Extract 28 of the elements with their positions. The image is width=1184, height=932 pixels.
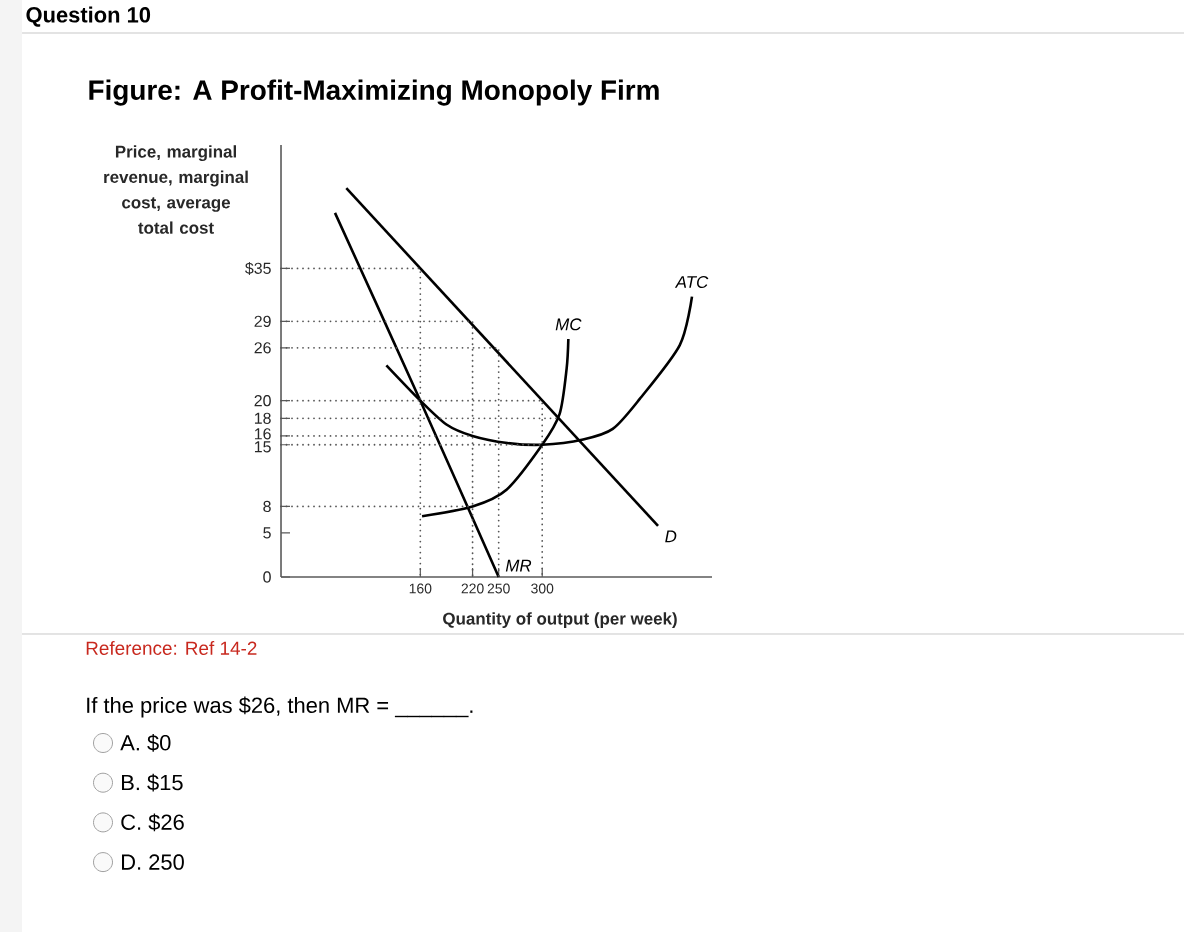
y-tick-label: 15	[254, 441, 271, 453]
y-tick-label: 26	[254, 342, 271, 354]
y-tick-label: 18	[254, 412, 271, 424]
y-tick-label: 16	[254, 428, 271, 440]
x-tick-label: 220	[461, 583, 484, 594]
y-tick-label: 0	[263, 571, 271, 583]
x-tick-label: 160	[409, 583, 432, 594]
y-tick-label: 20	[254, 395, 271, 407]
series-label: MC	[555, 318, 582, 331]
series-label: D	[665, 530, 677, 543]
text: D. 250	[122, 854, 184, 870]
chart-subtitle: Figure: A Profit-Maximizing Monopoly Firm	[89, 79, 659, 106]
text: Reference: Ref 14-2	[86, 641, 257, 655]
text: Question 10	[26, 6, 151, 27]
text: If the price was $26, then MR = ______.	[87, 696, 473, 718]
x-tick-label: 300	[531, 583, 554, 594]
y-tick-label: 8	[263, 500, 271, 513]
text: B. $15	[122, 773, 183, 792]
y-tick-label: $35	[245, 261, 271, 275]
y-axis-title: Price, marginal revenue, marginal cost, average total cost	[104, 145, 248, 234]
y-tick-label: 29	[254, 315, 271, 327]
x-tick-label: 250	[487, 583, 510, 594]
y-tick-label: 5	[263, 527, 271, 539]
x-axis-title: Quantity of output (per week)	[443, 612, 677, 628]
series-label: MR	[505, 559, 532, 572]
series-label: ATC	[674, 276, 709, 289]
text: C. $26	[121, 813, 184, 832]
text: A. $0	[120, 734, 171, 752]
